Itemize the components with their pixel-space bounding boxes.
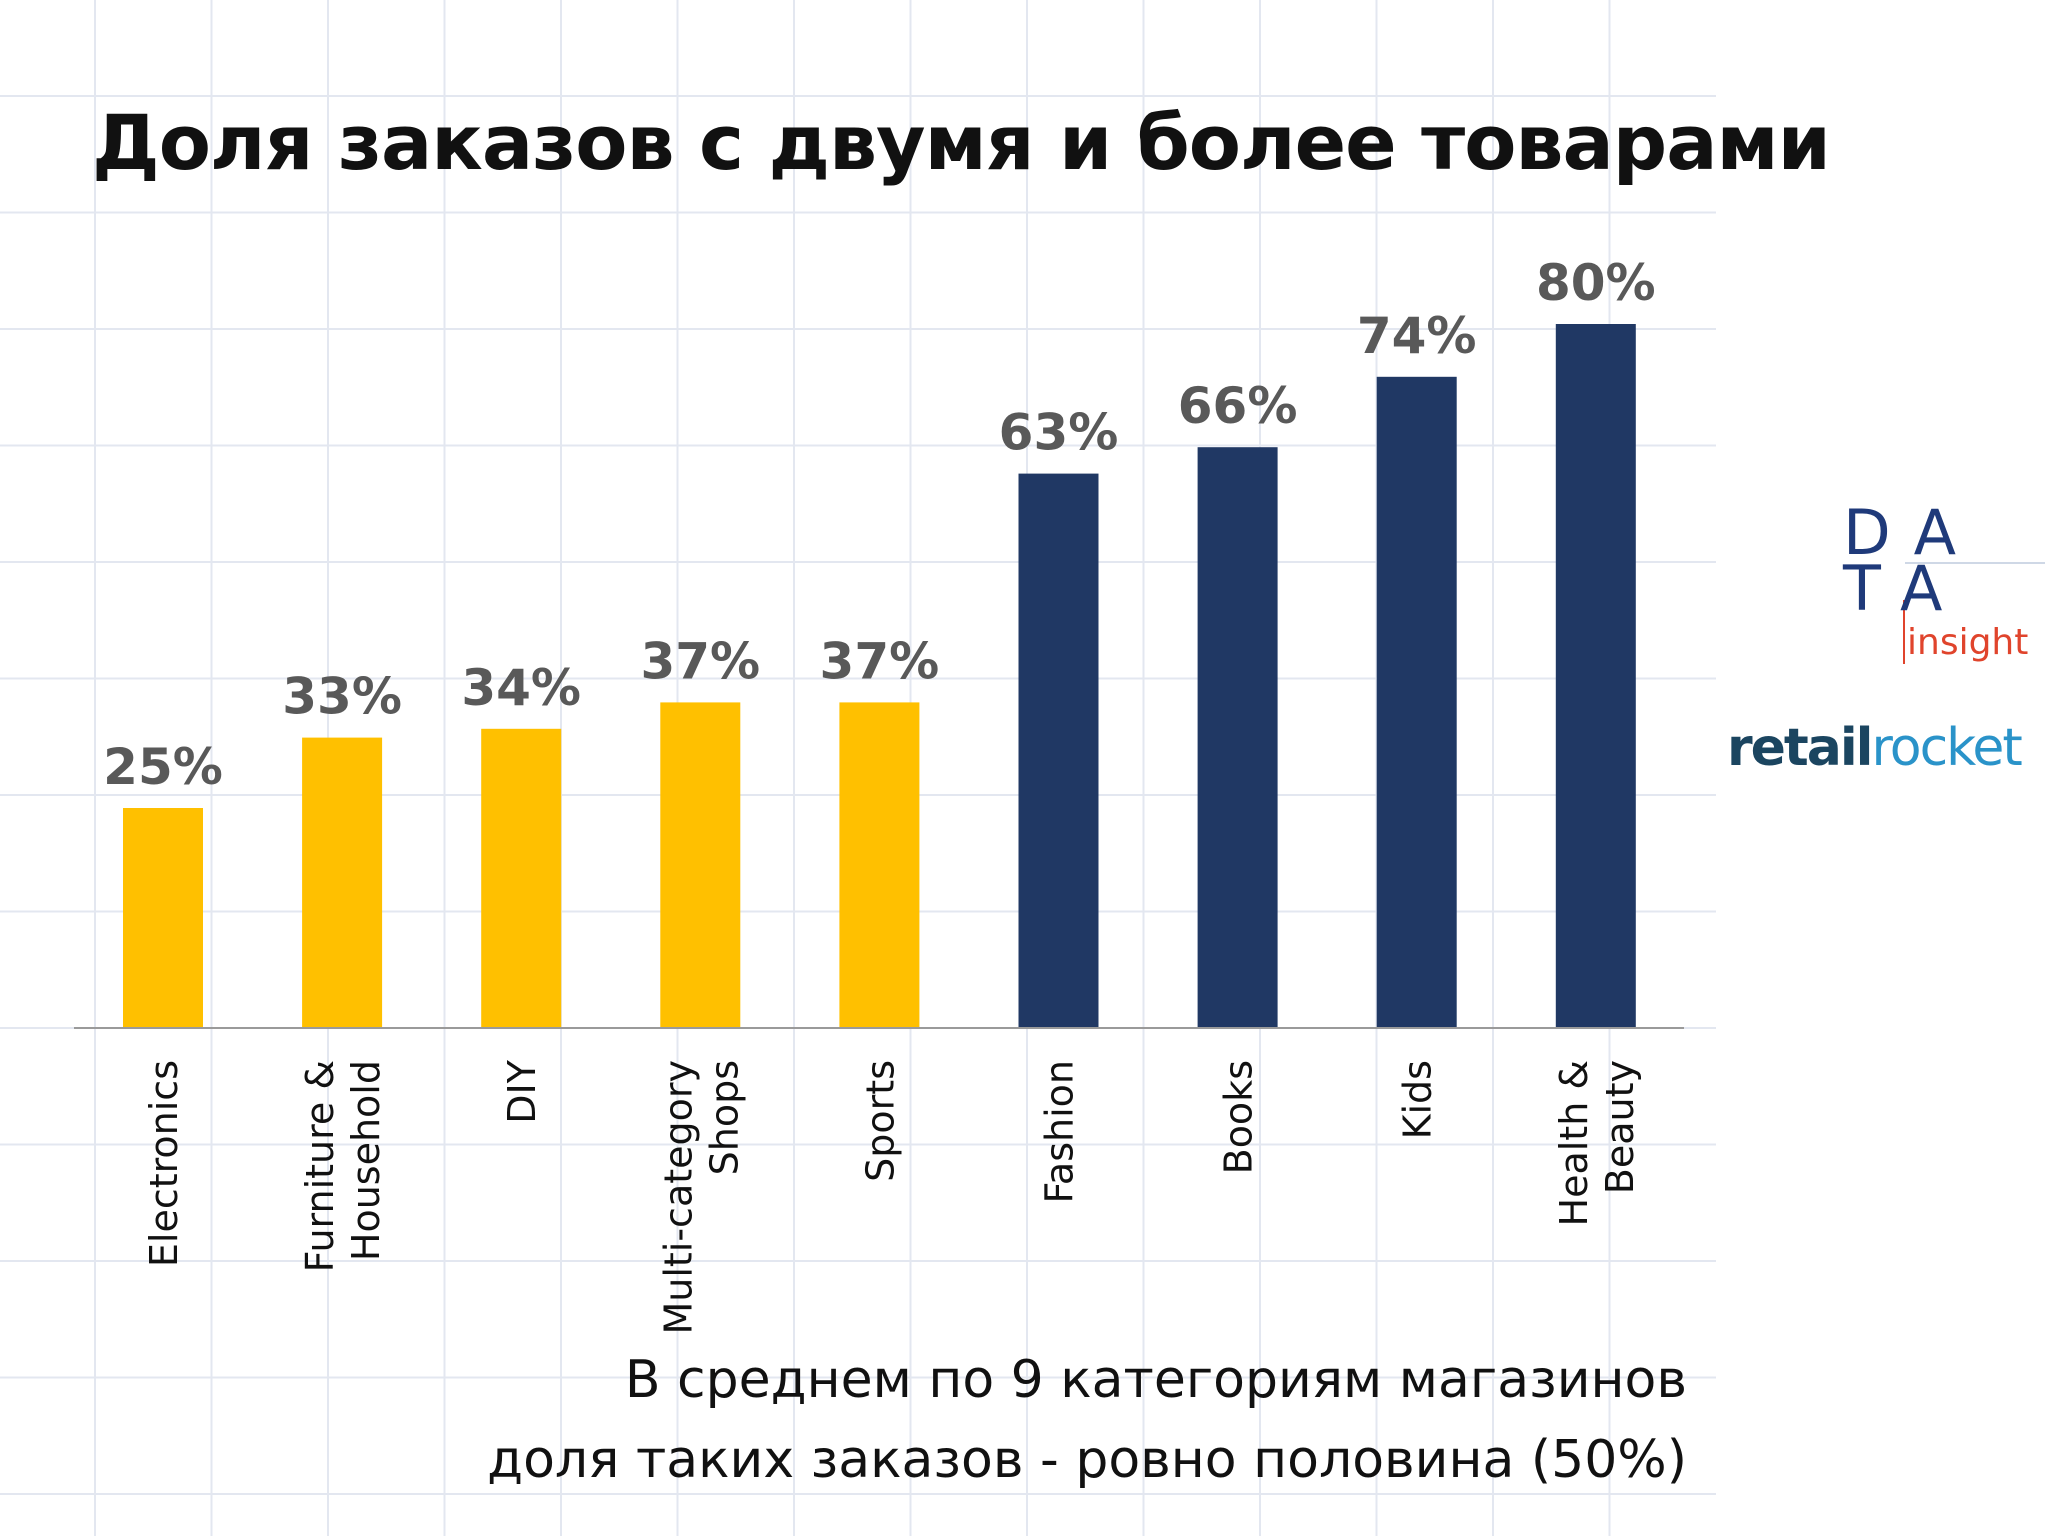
bar-3 (660, 702, 741, 1028)
bar-7 (1376, 376, 1457, 1028)
retailrocket-logo: retailrocket (1727, 718, 2023, 778)
bar-2 (481, 728, 562, 1028)
logo-data-row2: TA (1843, 552, 1967, 625)
category-label-3-line2: Shops (702, 1060, 746, 1175)
summary-note-line2: доля таких заказов - ровно половина (50%… (487, 1430, 1687, 1490)
category-label-8-line1: Health & (1552, 1060, 1596, 1227)
category-label-1-line2: Household (344, 1060, 388, 1261)
data-label-3: 37% (640, 632, 760, 690)
logo-divider-vertical (1903, 600, 1905, 664)
summary-note-line1: В среднем по 9 категориям магазинов (624, 1350, 1687, 1410)
category-label-3-line1: Multi-category (656, 1060, 700, 1335)
data-label-1: 33% (282, 668, 402, 726)
logo-data-insight: insight (1907, 622, 2029, 663)
data-label-2: 34% (461, 659, 581, 717)
logo-rr-retail: retail (1727, 718, 1874, 778)
data-insight-logo: DA TA insight (1835, 500, 2045, 670)
data-label-6: 66% (1178, 377, 1298, 435)
data-label-5: 63% (999, 404, 1119, 462)
bar-0 (123, 808, 203, 1028)
bar-8 (1555, 324, 1636, 1028)
bar-6 (1197, 447, 1278, 1028)
data-label-8: 80% (1536, 254, 1656, 312)
bar-5 (1018, 473, 1099, 1029)
category-label-6: Books (1217, 1060, 1261, 1174)
category-label-1-line1: Furniture & (298, 1060, 342, 1272)
data-label-7: 74% (1357, 307, 1477, 365)
bar-4 (839, 702, 920, 1028)
slide-title: Доля заказов с двумя и более товарами (92, 98, 1831, 187)
category-label-7: Kids (1396, 1060, 1440, 1139)
category-label-0: Electronics (142, 1060, 186, 1267)
data-label-4: 37% (820, 632, 940, 690)
category-label-4: Sports (858, 1060, 902, 1182)
category-label-2: DIY (500, 1059, 544, 1123)
category-label-5: Fashion (1038, 1060, 1082, 1203)
category-label-8-line2: Beauty (1598, 1060, 1642, 1194)
logo-data-row1: DA (1843, 496, 1981, 569)
logo-rr-rocket: rocket (1871, 718, 2023, 778)
logo-divider-horizontal (1905, 562, 2045, 564)
data-label-0: 25% (103, 738, 223, 796)
bar-1 (302, 737, 383, 1028)
